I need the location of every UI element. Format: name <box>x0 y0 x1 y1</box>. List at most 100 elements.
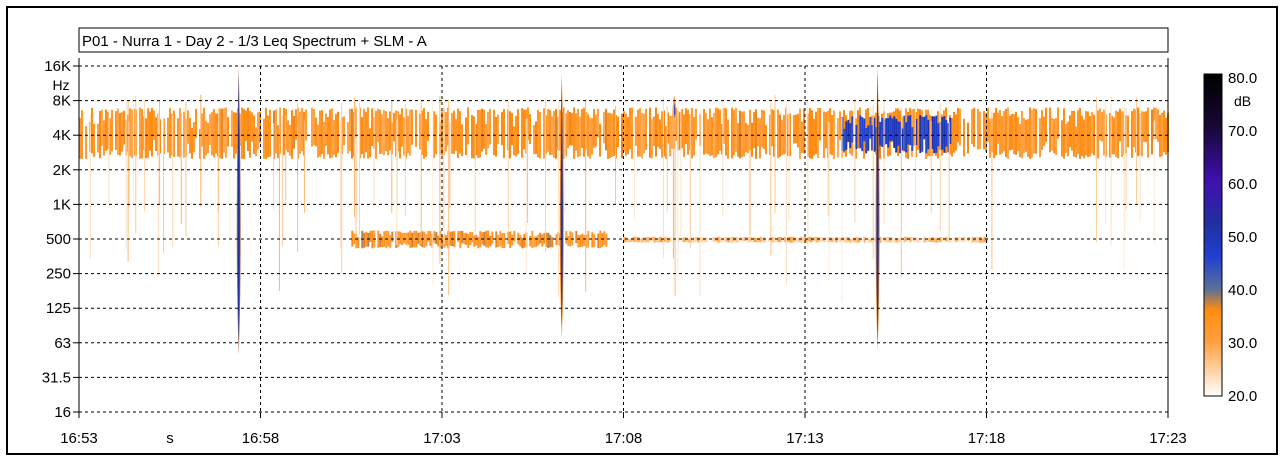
spectrum-cell <box>1071 111 1073 151</box>
spectrum-cell <box>761 109 763 148</box>
spectrum-cell <box>227 117 229 147</box>
spectrum-cell <box>633 236 636 242</box>
colorbar-tick-label: 50.0 <box>1228 229 1257 246</box>
y-tick-label: 8K <box>53 93 71 110</box>
spectrum-cell <box>777 109 779 159</box>
y-tick-label: 31.5 <box>42 369 71 386</box>
spectrum-cell <box>425 119 427 157</box>
spectrum-cell <box>555 234 558 245</box>
streak <box>359 102 360 236</box>
spectrum-cell <box>579 235 582 247</box>
spectrum-cell <box>535 121 537 154</box>
spectrum-cell <box>717 236 720 243</box>
streak <box>666 105 668 212</box>
spectrum-cell <box>267 115 269 158</box>
spectrum-cell <box>655 107 657 157</box>
spectrum-cell <box>409 109 411 156</box>
spectrum-cell <box>911 127 914 151</box>
spectrum-cell <box>1113 117 1115 155</box>
spectrum-cell <box>593 109 595 148</box>
spectrum-cell <box>365 111 367 153</box>
streak <box>872 104 874 260</box>
spectrum-cell <box>931 116 934 149</box>
spectrum-cell <box>767 238 770 242</box>
spectrum-cell <box>419 113 421 150</box>
spectrum-cell <box>419 232 422 246</box>
spectrum-cell <box>723 108 725 144</box>
streak <box>217 122 219 213</box>
y-tick-label: 2K <box>53 162 71 179</box>
spectrum-cell <box>317 124 319 158</box>
spectrum-cell <box>549 110 551 155</box>
spectrum-cell <box>635 116 637 146</box>
spectrum-cell <box>585 234 588 248</box>
spectrum-cell <box>483 109 485 149</box>
spectrum-cell <box>587 114 589 157</box>
streak <box>144 101 146 212</box>
spectrum-cell <box>889 237 892 243</box>
streak <box>948 121 950 240</box>
spectrum-cell <box>363 232 366 248</box>
spectrum-cell <box>949 237 952 243</box>
spectrum-cell <box>747 237 750 243</box>
spectrum-cell <box>377 108 379 143</box>
spectrum-cell <box>729 236 732 243</box>
spectrum-cell <box>581 109 583 148</box>
spectrum-cell <box>145 118 147 159</box>
spectrum-cell <box>431 233 434 248</box>
spectrum-cell <box>885 118 888 145</box>
streak <box>285 115 287 205</box>
spectrum-cell <box>687 238 690 243</box>
spectrum-cell <box>979 236 982 243</box>
streak <box>634 115 635 220</box>
streak <box>525 118 527 276</box>
spectrum-cell <box>291 110 293 159</box>
spectrum-cell <box>955 237 958 242</box>
spectrum-cell <box>771 237 774 243</box>
spectrum-cell <box>929 114 931 157</box>
spectrum-cell <box>487 112 489 149</box>
spectrum-cell <box>403 117 405 156</box>
spectrum-cell <box>1051 118 1053 151</box>
streak <box>585 99 587 292</box>
spectrum-cell <box>833 238 836 243</box>
spectrum-cell <box>681 109 683 149</box>
spectrum-cell <box>545 232 548 248</box>
y-tick-label: 63 <box>54 335 71 352</box>
spectrum-cell <box>917 108 919 150</box>
spectrum-cell <box>1001 115 1003 154</box>
streak <box>1095 96 1097 243</box>
spectrum-cell <box>739 110 741 159</box>
spectrum-cell <box>721 238 724 243</box>
spectrum-cell <box>207 122 209 154</box>
spectrum-cell <box>925 115 928 154</box>
spectrum-cell <box>311 107 313 147</box>
streak <box>689 114 691 248</box>
spectrum-cell <box>973 107 975 147</box>
spectrum-cell <box>859 115 862 149</box>
spectrum-cell <box>673 237 676 243</box>
x-tick-label: 17:18 <box>968 430 1006 447</box>
streak <box>391 100 393 213</box>
spectrum-cell <box>391 231 394 242</box>
spectrum-cell <box>377 230 380 248</box>
spectrum-cell <box>209 114 211 145</box>
colorbar-tick-label: 20.0 <box>1228 388 1257 405</box>
spectrum-cell <box>657 237 660 243</box>
spectrum-cell <box>351 230 354 247</box>
spectrum-cell <box>813 237 816 241</box>
spectrum-cell <box>453 110 455 154</box>
spectrum-cell <box>757 238 760 242</box>
spectrum-cell <box>765 125 767 155</box>
spectrum-cell <box>953 236 956 242</box>
spectrum-cell <box>203 107 205 159</box>
streak <box>827 121 829 217</box>
spectrum-cell <box>91 107 93 154</box>
spectrum-cell <box>121 112 123 152</box>
spectrum-cell <box>907 115 910 145</box>
spectrum-cell <box>653 236 656 243</box>
spectrum-cell <box>1137 107 1139 157</box>
event-core <box>876 74 879 339</box>
spectrum-cell <box>557 116 559 151</box>
spectrum-cell <box>509 111 511 159</box>
